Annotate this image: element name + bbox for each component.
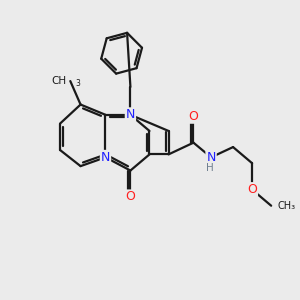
Text: 3: 3 (75, 79, 80, 88)
Text: N: N (126, 108, 135, 121)
Text: CH: CH (52, 76, 67, 86)
Text: H: H (206, 164, 214, 173)
Text: O: O (188, 110, 198, 123)
Text: N: N (206, 151, 216, 164)
Text: O: O (125, 190, 135, 203)
Text: N: N (101, 151, 110, 164)
Text: O: O (247, 183, 257, 196)
Text: CH₃: CH₃ (278, 201, 296, 211)
